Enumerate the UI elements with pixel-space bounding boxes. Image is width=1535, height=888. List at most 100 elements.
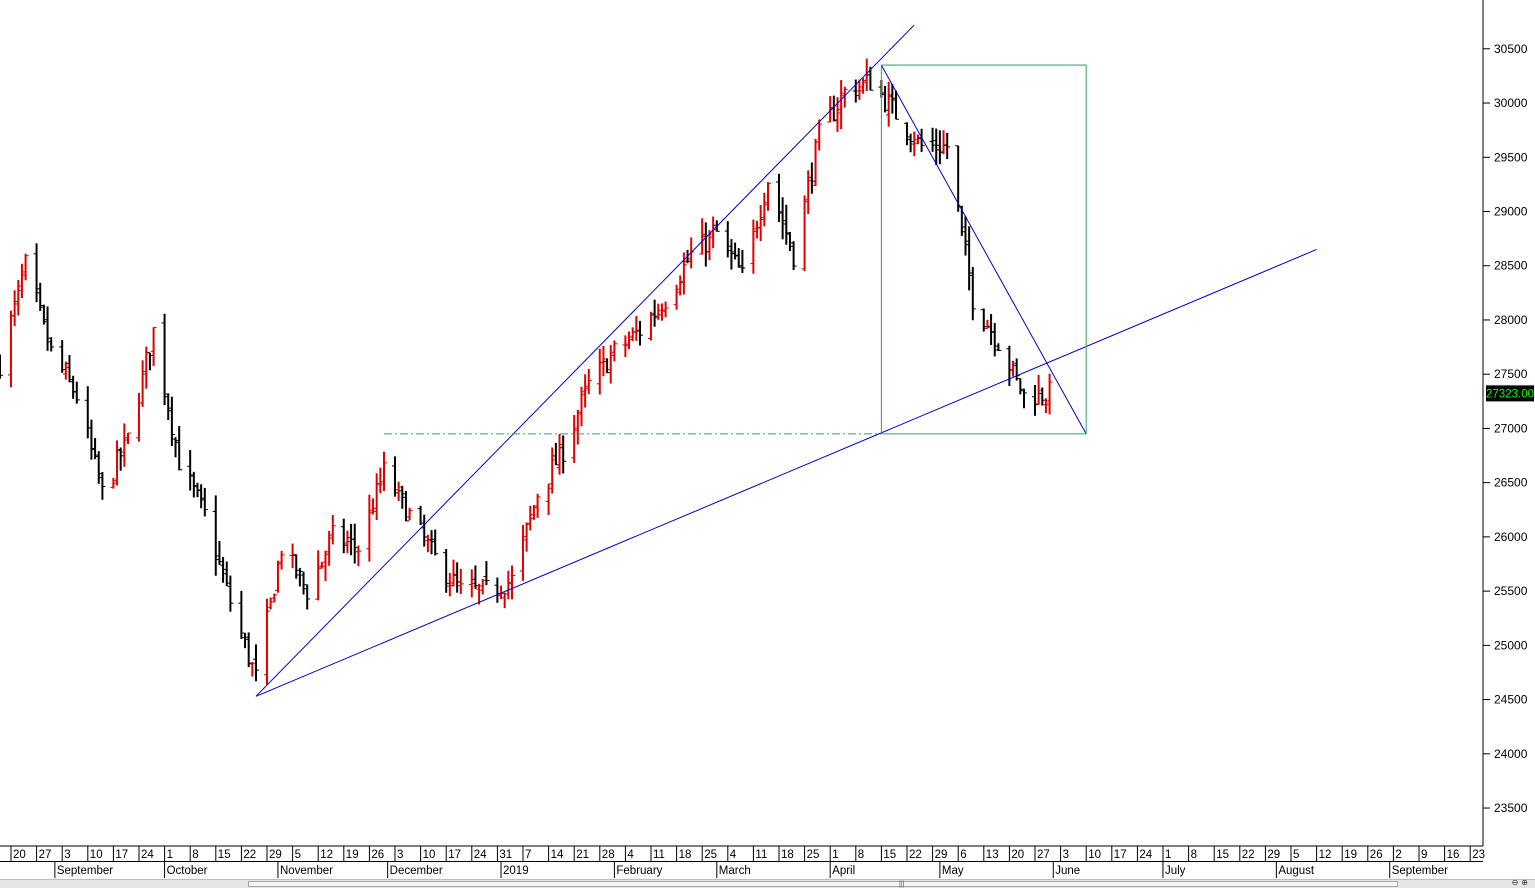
ohlc-bar — [702, 222, 709, 267]
month-label: October — [167, 865, 208, 877]
ohlc-bar — [783, 204, 790, 245]
ohlc-bar — [611, 340, 618, 362]
zoom-in-icon[interactable]: ⊕ — [1521, 878, 1531, 887]
price-tick-label: 24000 — [1494, 747, 1528, 761]
date-tick-label: 17 — [1114, 849, 1127, 861]
ohlc-bar — [1010, 360, 1017, 377]
date-tick-label: 8 — [858, 849, 864, 861]
ohlc-bar — [355, 545, 362, 567]
ohlc-bar — [135, 392, 142, 442]
ohlc-bar — [765, 182, 771, 211]
uptrend-line[interactable] — [255, 249, 1317, 697]
date-tick-label: 12 — [1319, 849, 1332, 861]
date-tick-label: 15 — [883, 849, 896, 861]
date-tick-label: 3 — [1063, 849, 1069, 861]
ohlc-bar — [761, 192, 768, 227]
ohlc-bar — [33, 243, 40, 303]
ohlc-bar — [680, 252, 687, 295]
ohlc-bar — [519, 525, 526, 581]
ohlc-bar — [114, 440, 121, 486]
last-price-label: 27323.00 — [1486, 388, 1534, 400]
ohlc-bar — [0, 354, 3, 379]
ohlc-bar — [501, 592, 508, 609]
ohlc-bar — [326, 530, 333, 566]
ohlc-bar — [190, 471, 197, 498]
date-tick-label: 27 — [39, 849, 52, 861]
ohlc-bar — [523, 522, 530, 552]
date-tick-label: 25 — [807, 849, 820, 861]
ohlc-bar — [300, 571, 307, 595]
ohlc-bar — [161, 313, 168, 406]
date-tick-label: 11 — [653, 849, 665, 861]
ohlc-bar — [15, 279, 22, 316]
ohlc-bar — [918, 128, 925, 152]
ohlc-bar — [395, 481, 402, 501]
ohlc-bar — [432, 529, 439, 556]
month-label: December — [390, 865, 443, 877]
ohlc-bar — [622, 335, 629, 358]
ohlc-bar — [838, 80, 845, 130]
scrollbar-thumb[interactable]: ||| — [248, 881, 1398, 888]
date-tick-label: 3 — [64, 849, 70, 861]
ohlc-bar — [1017, 378, 1024, 395]
ohlc-bar — [40, 304, 47, 325]
ohlc-bar — [457, 568, 464, 594]
ohlc-bar — [893, 90, 899, 120]
date-tick-label: 29 — [269, 849, 282, 861]
uptrend-line[interactable] — [255, 24, 915, 697]
ohlc-bar — [1031, 384, 1038, 416]
ohlc-bar — [227, 575, 234, 612]
ohlc-bar — [370, 498, 377, 515]
date-tick-label: 27 — [1037, 849, 1050, 861]
price-range-box[interactable] — [880, 64, 1087, 435]
date-tick-label: 1 — [167, 849, 173, 861]
ohlc-bar — [198, 484, 205, 509]
price-tick-label: 26500 — [1494, 476, 1528, 490]
ohlc-bar — [1035, 374, 1042, 405]
ohlc-bar — [99, 471, 106, 500]
ohlc-bar — [483, 561, 490, 586]
ohlc-bar — [212, 495, 219, 576]
ohlc-bar — [969, 267, 976, 321]
date-tick-label: 5 — [295, 849, 301, 861]
ohlc-bar — [59, 340, 66, 373]
price-tick-label: 27000 — [1494, 421, 1528, 435]
trendline-drawings[interactable] — [255, 24, 1317, 697]
ohlc-bar — [647, 311, 654, 341]
ohlc-bar — [750, 219, 757, 274]
ohlc-bar — [7, 310, 14, 388]
ohlc-bar — [278, 550, 285, 570]
ohlc-bar — [267, 597, 274, 610]
date-tick-label: 25 — [704, 849, 717, 861]
ohlc-bar — [790, 241, 797, 271]
ohlc-bar — [560, 435, 567, 474]
ohlc-bar — [732, 242, 739, 260]
ohlc-bar — [889, 83, 896, 114]
month-label: April — [832, 865, 855, 877]
downtrend-line[interactable] — [880, 64, 1087, 435]
ohlc-bar — [11, 290, 18, 326]
ohlc-bar — [995, 343, 1002, 352]
zoom-tools[interactable]: ⊖⊕ — [1512, 879, 1531, 887]
ohlc-bar — [146, 352, 153, 371]
ohlc-bar — [786, 231, 793, 251]
ohlc-bar — [366, 494, 373, 562]
ohlc-bar — [296, 567, 303, 587]
ohlc-bar — [929, 127, 936, 152]
ohlc-bar — [220, 557, 227, 583]
date-tick-label: 19 — [1344, 849, 1357, 861]
date-tick-label: 2 — [1395, 849, 1401, 861]
date-tick-label: 8 — [1191, 849, 1197, 861]
ohlc-bar — [446, 573, 453, 597]
ohlc-bar — [399, 485, 406, 509]
ohlc-bar — [812, 138, 819, 187]
zoom-out-icon[interactable]: ⊖ — [1511, 878, 1522, 887]
ohlc-bar — [907, 133, 914, 153]
date-axis: 20 27 3 10 17 24 1 8 15 22 29 5 12 19 26 3 10 17 24 31 7 14 21… — [10, 846, 1485, 861]
ohlc-bar — [545, 483, 552, 515]
ohlc-bar — [779, 197, 786, 240]
grip-icon: ||| — [899, 881, 905, 888]
ohlc-bar — [245, 632, 252, 668]
ohlc-bar — [315, 550, 322, 601]
